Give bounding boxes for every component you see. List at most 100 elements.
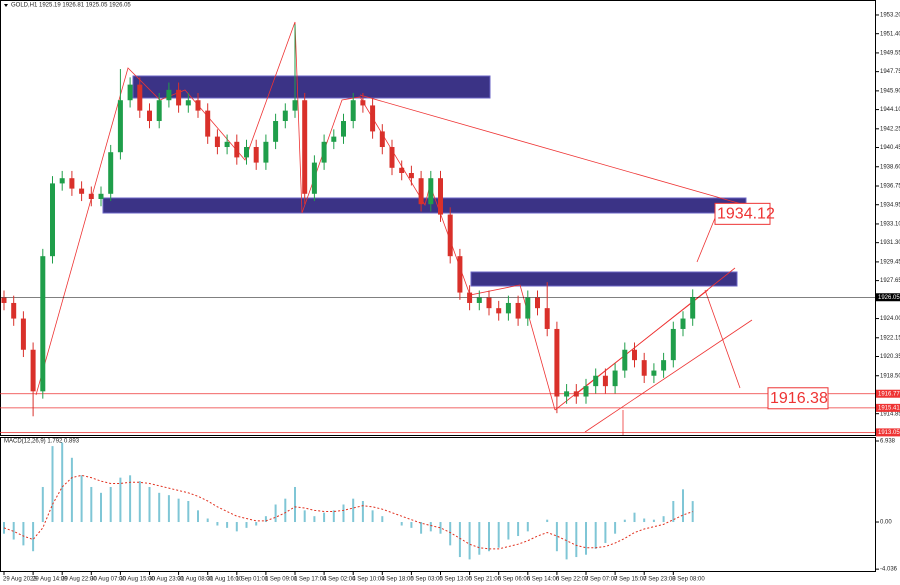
macd-bar [274, 504, 277, 523]
x-tick-label: 30 Aug 23:00 [149, 577, 185, 583]
macd-bar [284, 498, 287, 523]
y-tick-label: 1933.10 [880, 222, 900, 228]
y-tick-label: 1938.60 [880, 164, 900, 170]
macd-bar [255, 522, 258, 526]
y-tick-label: -4.036 [880, 567, 898, 573]
macd-bar [32, 522, 35, 552]
channel-line [584, 319, 753, 433]
macd-bar [614, 522, 617, 534]
price-label: 1926.05 [878, 295, 900, 301]
y-tick-label: 1934.95 [880, 202, 900, 208]
macd-bar [119, 477, 122, 523]
macd-bar [90, 486, 93, 523]
candle-body [408, 173, 414, 179]
x-tick-label: 1 Sep 17:00 [294, 577, 327, 583]
x-tick-label: 4 Sep 10:00 [352, 577, 385, 583]
menu-icon[interactable] [4, 4, 8, 7]
macd-bar [216, 522, 219, 526]
x-tick-label: 7 Sep 15:00 [614, 577, 647, 583]
arrow-line [696, 217, 716, 263]
candle-body [234, 141, 240, 158]
candle-body [476, 297, 482, 303]
candle-body [389, 147, 395, 168]
macd-bar [594, 522, 597, 549]
candle-body [505, 302, 511, 314]
macd-bar [662, 516, 665, 523]
y-tick-label: 1951.40 [880, 31, 900, 37]
candle-body [515, 302, 521, 319]
candle-body [59, 178, 65, 184]
macd-bar [682, 489, 684, 523]
macd-bar [526, 522, 529, 532]
macd-bar [197, 510, 199, 523]
candle-body [185, 100, 191, 106]
macd-bar [342, 504, 345, 523]
candle-body [166, 89, 172, 101]
macd-bar [371, 510, 374, 523]
level-label-box [876, 389, 900, 398]
candle-body [127, 84, 133, 101]
macd-bar [585, 522, 587, 555]
macd-bar [303, 510, 306, 523]
candle-body [360, 100, 366, 106]
level-label: 1916.77 [878, 391, 900, 397]
channel-line [574, 267, 736, 396]
macd-bar [488, 522, 490, 552]
candle-body [544, 308, 550, 329]
candle-body [680, 318, 686, 329]
macd-bar [458, 522, 461, 558]
candle-body [525, 297, 531, 319]
y-tick-label: 1927.65 [880, 278, 900, 284]
candle-body [88, 193, 94, 199]
candle-body [661, 360, 667, 371]
y-tick-label: 0.00 [880, 520, 892, 526]
macd-bar [468, 522, 471, 560]
candle-body [156, 100, 162, 122]
y-tick-label: 1924.00 [880, 316, 900, 322]
x-tick-label: 1 Sep 01:00 [236, 577, 269, 583]
y-tick-label: 1947.75 [880, 69, 900, 75]
candle-body [137, 84, 143, 111]
candle-body [40, 256, 46, 392]
price-panel [0, 0, 876, 436]
candle-body [30, 349, 36, 392]
level-label: 1913.05 [878, 430, 900, 436]
macd-bar [652, 519, 655, 523]
candle-body [205, 110, 211, 137]
candle-body [292, 100, 298, 111]
x-tick-label: 31 Aug 16:00 [207, 577, 243, 583]
x-tick-label: 4 Sep 18:00 [381, 577, 414, 583]
macd-bar [633, 512, 636, 523]
candle-body [253, 147, 259, 163]
signal-line [3, 474, 693, 550]
candle-body [147, 110, 152, 122]
macd-bar [400, 522, 403, 526]
macd-bar [51, 446, 54, 523]
candle-body [79, 188, 85, 194]
y-tick-label: 1929.45 [880, 259, 900, 265]
macd-bar [352, 498, 355, 523]
candle-body [214, 136, 220, 148]
y-tick-label: 1945.90 [880, 88, 900, 94]
level-label-box [876, 428, 900, 437]
macd-title: MACD(12,26,9) 1.792 0.893 [4, 439, 80, 445]
candle-body [379, 131, 385, 148]
macd-bar [439, 522, 442, 534]
macd-bar [410, 522, 413, 528]
candle-body [224, 141, 230, 148]
y-tick-label: 1944.10 [880, 107, 900, 113]
resistance-zone [132, 75, 491, 99]
candle-body [428, 178, 434, 205]
candle-body [447, 214, 453, 257]
macd-bar [478, 522, 481, 555]
macd-bar [623, 519, 626, 523]
y-tick-label: 1920.35 [880, 354, 900, 360]
macd-bar [12, 522, 15, 540]
macd-bar [167, 495, 170, 523]
macd-bar [70, 457, 73, 523]
candle-body [176, 89, 182, 106]
macd-bar [575, 522, 578, 558]
candle-body [341, 121, 346, 137]
candle-body [311, 162, 317, 194]
candle-body [108, 152, 114, 194]
